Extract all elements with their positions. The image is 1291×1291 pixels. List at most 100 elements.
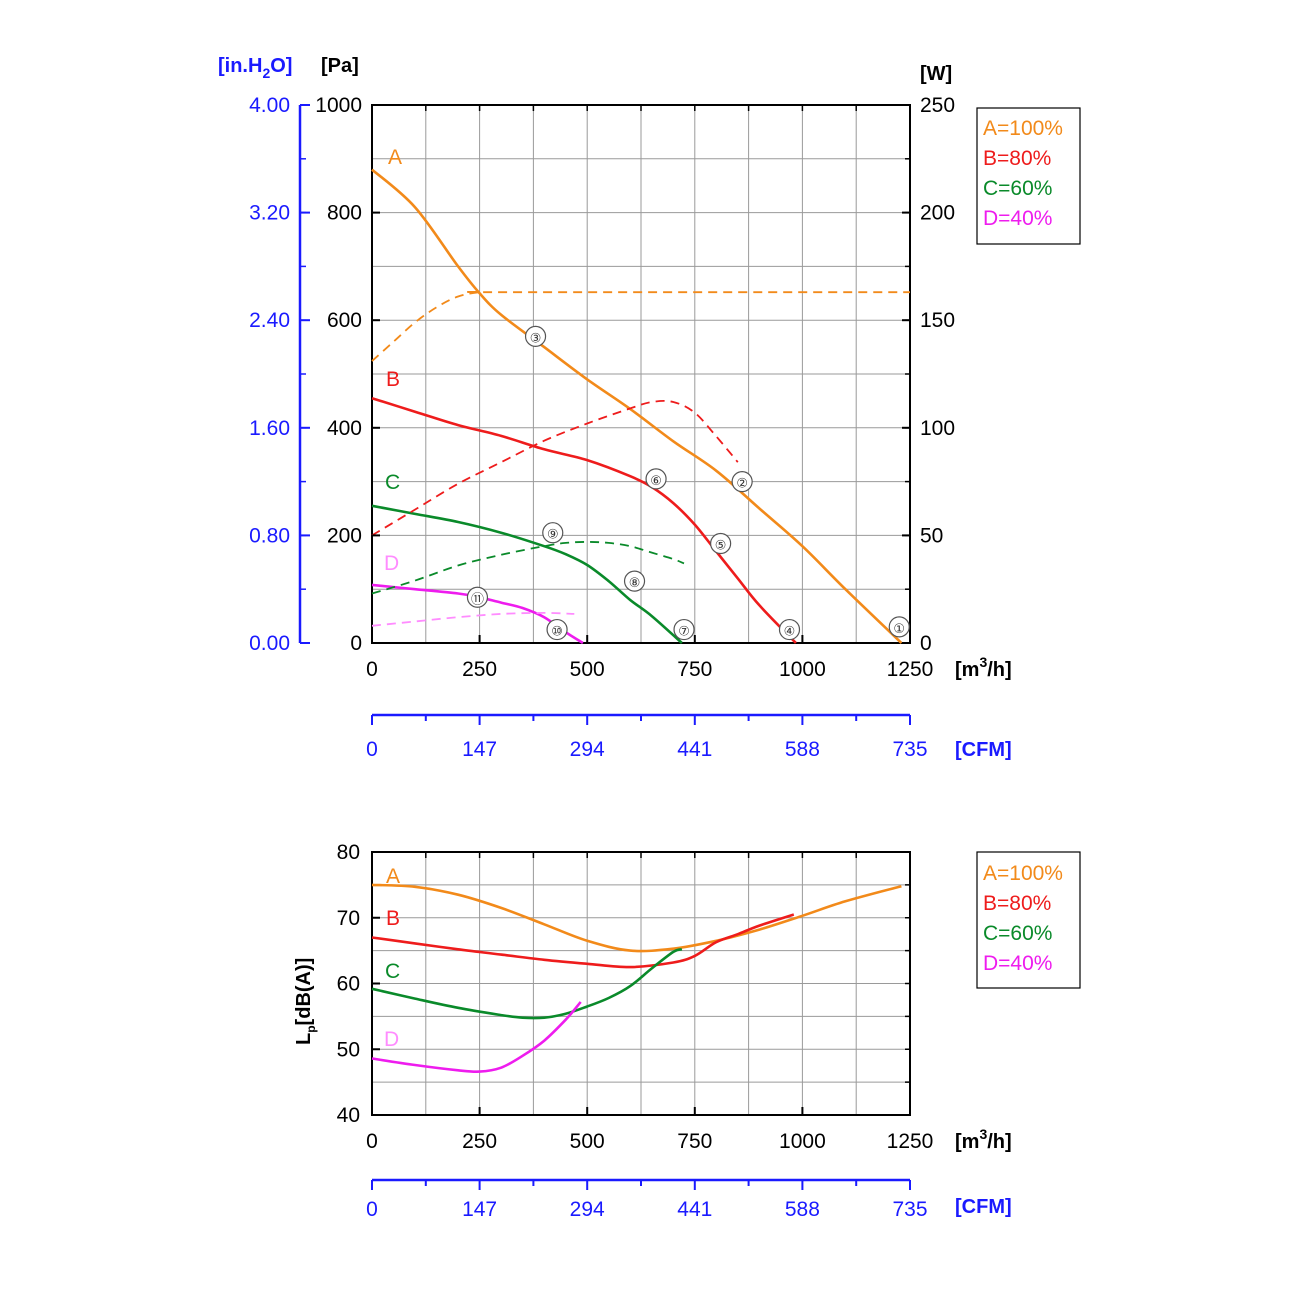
bottom-x-tick-label: 250	[462, 1130, 497, 1153]
top-cfm-tick-label: 0	[366, 738, 378, 761]
top-x-tick-label: 1250	[887, 658, 934, 681]
inh2o-tick-label: 0.00	[249, 632, 290, 655]
operating-point-marker	[542, 522, 564, 544]
unit-m3h-label-bottom: [m3/h]	[955, 1126, 1012, 1153]
operating-point-label: ⑦	[678, 625, 690, 640]
series-a-pressure-line	[371, 168, 903, 644]
operating-point-marker	[645, 468, 667, 490]
top-y-pa-tick-label: 200	[327, 524, 362, 547]
curve-label-c-top: C	[385, 471, 400, 494]
legend-bottom-d: D=40%	[983, 952, 1052, 975]
operating-point-marker	[673, 618, 695, 641]
top-axes: 0 250 500 750 1000 12500200400600800100005010…	[249, 94, 955, 761]
operating-point-label: ③	[530, 331, 542, 346]
bottom-grid	[371, 851, 911, 1116]
bottom-cfm-tick-label: 0	[366, 1198, 378, 1221]
top-y-w-tick-label: 100	[920, 417, 955, 440]
legend-top-d: D=40%	[983, 207, 1052, 230]
bottom-x-tick-label: 0	[366, 1130, 378, 1153]
unit-cfm-label-bottom: [CFM]	[955, 1196, 1012, 1218]
top-y-w-tick-label: 50	[920, 524, 943, 547]
legend-bottom: A=100% B=80% C=60% D=40%	[976, 851, 1081, 989]
series-b-pressure-line	[371, 396, 797, 644]
top-x-tick-label: 250	[462, 658, 497, 681]
curve-label-b-bottom: B	[386, 907, 400, 930]
top-cfm-tick-label: 588	[785, 738, 820, 761]
series-a-noise-line	[371, 883, 902, 953]
operating-point-label: ⑪	[471, 592, 484, 607]
legend-bottom-a: A=100%	[983, 862, 1063, 885]
top-y-pa-tick-label: 1000	[315, 94, 362, 117]
top-markers: ① ② ③ ④ ⑤ ⑥ ⑦ ⑧ ⑨ ⑩ ⑪	[466, 325, 910, 641]
unit-cfm-label-top: [CFM]	[955, 739, 1012, 761]
operating-point-marker	[731, 471, 753, 493]
operating-point-label: ⑤	[715, 538, 727, 553]
bottom-x-tick-label: 1000	[779, 1130, 826, 1153]
inh2o-tick-label: 1.60	[249, 417, 290, 440]
inh2o-tick-label: 0.80	[249, 524, 290, 547]
top-y-pa-tick-label: 800	[327, 202, 362, 225]
legend-bottom-b: B=80%	[983, 892, 1051, 915]
operating-point-label: ⑧	[629, 576, 641, 591]
operating-point-label: ⑨	[547, 528, 559, 543]
inh2o-tick-label: 4.00	[249, 94, 290, 117]
top-y-pa-tick-label: 400	[327, 417, 362, 440]
series-d-noise-line	[371, 1001, 582, 1074]
legend-top-a: A=100%	[983, 117, 1063, 140]
series-a-power-line	[371, 290, 910, 362]
bottom-cfm-tick-label: 294	[570, 1198, 605, 1221]
bottom-x-tick-label: 500	[570, 1130, 605, 1153]
top-y-w-tick-label: 200	[920, 202, 955, 225]
operating-point-label: ②	[736, 477, 748, 492]
curve-label-d-top: D	[384, 552, 399, 575]
legend-top-c: C=60%	[983, 177, 1052, 200]
legend-top-b: B=80%	[983, 147, 1051, 170]
top-y-w-tick-label: 0	[920, 632, 932, 655]
bottom-cfm-tick-label: 147	[462, 1198, 497, 1221]
ylabel-lp: Lp[dB(A)]	[293, 958, 318, 1045]
curve-label-b-top: B	[386, 368, 400, 391]
top-cfm-tick-label: 735	[892, 738, 927, 761]
series-b-power-line	[371, 400, 739, 537]
inh2o-tick-label: 2.40	[249, 309, 290, 332]
top-cfm-tick-label: 147	[462, 738, 497, 761]
curve-label-d-bottom: D	[384, 1028, 399, 1051]
unit-m3h-label-top: [m3/h]	[955, 654, 1012, 681]
unit-pa-label: [Pa]	[321, 55, 359, 77]
bottom-y-tick-label: 50	[337, 1038, 360, 1061]
curve-label-c-bottom: C	[385, 960, 400, 983]
operating-point-marker	[888, 616, 910, 638]
legend-bottom-box	[976, 851, 1081, 989]
legend-bottom-c: C=60%	[983, 922, 1052, 945]
top-x-tick-label: 750	[677, 658, 712, 681]
top-y-pa-tick-label: 0	[350, 632, 362, 655]
bottom-y-tick-label: 70	[337, 907, 360, 930]
top-x-tick-label: 0	[366, 658, 378, 681]
bottom-cfm-tick-label: 588	[785, 1198, 820, 1221]
series-d-power-line	[371, 611, 575, 627]
curve-label-a-top: A	[388, 146, 402, 169]
unit-w-label: [W]	[920, 63, 952, 85]
operating-point-marker	[623, 570, 646, 592]
top-cfm-tick-label: 294	[570, 738, 605, 761]
unit-inh2o-label: [in.H2O]	[218, 55, 292, 81]
operating-point-label: ①	[893, 622, 905, 637]
bottom-y-tick-label: 80	[337, 841, 360, 864]
bottom-y-tick-label: 40	[337, 1104, 360, 1127]
legend-top: A=100% B=80% C=60% D=40%	[976, 107, 1081, 245]
bottom-curves	[371, 883, 902, 1074]
top-grid	[371, 104, 911, 644]
operating-point-label: ⑥	[650, 474, 662, 489]
top-cfm-tick-label: 441	[677, 738, 712, 761]
top-y-pa-tick-label: 600	[327, 309, 362, 332]
bottom-axes: 0 250 500 750 1000 1250 40 50 60 70 80 0 147 294 441 58…	[337, 841, 934, 1221]
operating-point-label: ④	[784, 625, 796, 640]
operating-point-marker	[466, 586, 489, 608]
operating-point-marker	[524, 325, 547, 347]
inh2o-tick-label: 3.20	[249, 202, 290, 225]
operating-point-marker	[546, 618, 568, 641]
operating-point-marker	[778, 618, 801, 641]
series-c-pressure-line	[371, 504, 683, 644]
series-b-noise-line	[371, 913, 795, 969]
